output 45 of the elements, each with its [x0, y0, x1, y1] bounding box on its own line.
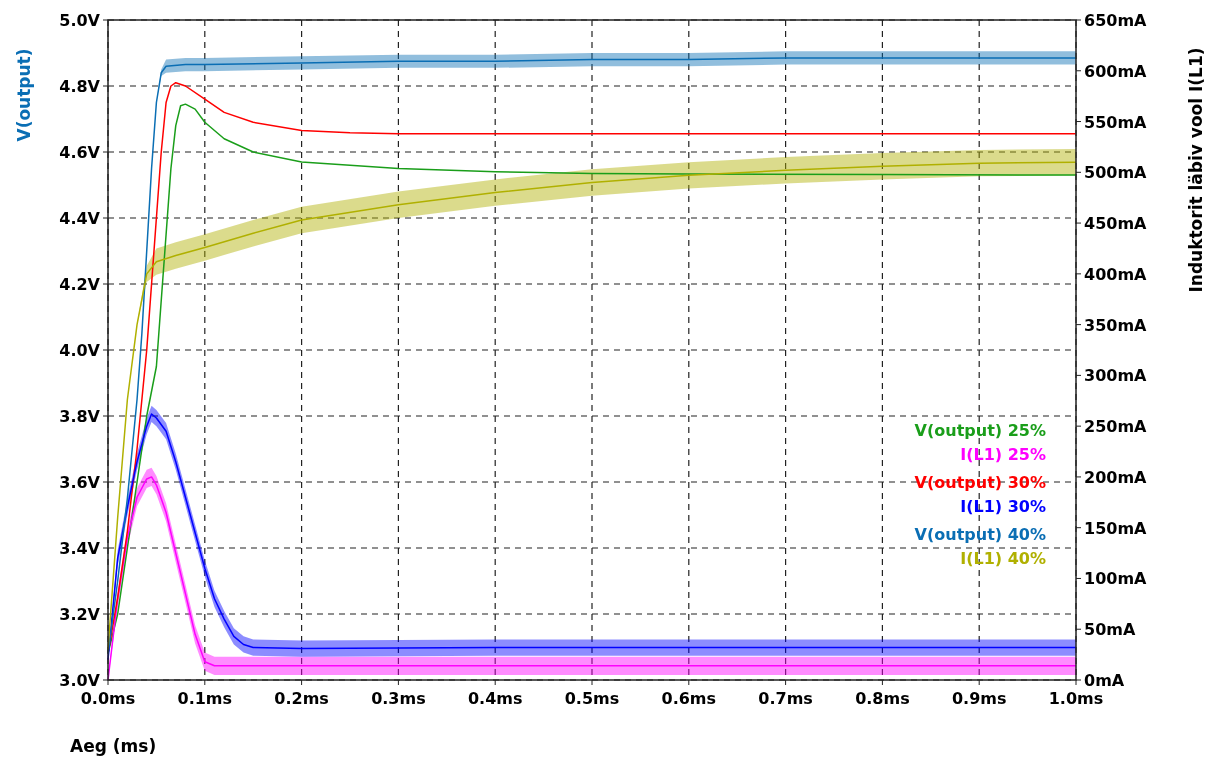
y-tick-label: 3.0V: [59, 671, 101, 690]
y-tick-label: 4.8V: [59, 77, 101, 96]
y-tick-label: 3.4V: [59, 539, 101, 558]
x-tick-label: 0.3ms: [371, 689, 426, 708]
x-tick-label: 0.2ms: [274, 689, 329, 708]
text: V(output) 25%: [914, 420, 1046, 440]
y2-tick-label: 500mA: [1084, 163, 1148, 183]
y-tick-label: 4.4V: [59, 209, 101, 228]
y-tick-label: 4.0V: [59, 341, 101, 360]
x-tick-label: 0.0ms: [80, 689, 136, 708]
y2-tick-label: 100mA: [1084, 569, 1148, 589]
x-tick-label: 0.1ms: [177, 689, 233, 708]
y2-tick-label: 150mA: [1084, 518, 1148, 538]
y2-axis-title: Induktorit läbiv vool I(L1): [1186, 47, 1206, 293]
y2-tick-label: 400mA: [1084, 264, 1148, 284]
y2-tick-label: 350mA: [1084, 315, 1148, 335]
x-tick-label: 0.4ms: [467, 689, 523, 708]
y-tick-label: 5.0V: [59, 11, 101, 30]
y2-tick-label: 200mA: [1084, 467, 1148, 487]
text: I(L1) 30%: [960, 496, 1046, 516]
y-axis-title: V(output): [14, 48, 34, 142]
y2-tick-label: 0mA: [1084, 671, 1125, 690]
y2-tick-label: 450mA: [1084, 214, 1148, 234]
text: I(L1) 25%: [960, 444, 1046, 464]
x-tick-label: 0.6ms: [661, 689, 717, 708]
x-tick-label: 0.5ms: [564, 689, 620, 708]
y-tick-label: 3.2V: [59, 605, 101, 624]
y2-tick-label: 50mA: [1084, 620, 1136, 640]
y2-tick-label: 550mA: [1084, 112, 1148, 132]
y2-tick-label: 600mA: [1084, 61, 1148, 81]
y2-tick-label: 650mA: [1084, 11, 1148, 30]
y-tick-label: 3.6V: [59, 473, 101, 492]
y-tick-label: 3.8V: [59, 407, 101, 426]
y2-tick-label: 250mA: [1084, 417, 1148, 437]
text: I(L1) 40%: [960, 548, 1046, 568]
text: V(output) 30%: [914, 472, 1046, 492]
x-tick-label: 0.7ms: [758, 689, 813, 708]
x-tick-label: 1.0ms: [1048, 689, 1104, 708]
y2-tick-label: 300mA: [1084, 366, 1148, 386]
y-tick-label: 4.2V: [59, 275, 101, 294]
text: V(output) 40%: [914, 524, 1046, 544]
y-tick-label: 4.6V: [59, 143, 101, 162]
x-tick-label: 0.9ms: [951, 689, 1007, 708]
x-axis-title: Aeg (ms): [70, 736, 157, 756]
x-tick-label: 0.8ms: [855, 689, 910, 708]
